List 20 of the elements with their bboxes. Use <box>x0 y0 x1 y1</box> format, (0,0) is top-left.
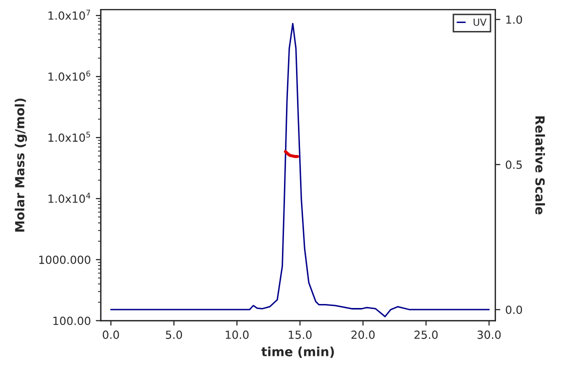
y2-axis-title: Relative Scale <box>535 116 545 214</box>
legend-label: UV <box>474 18 487 26</box>
x-tick-label: 15.0 <box>288 330 312 339</box>
y-tick-label: 1000.000 <box>39 256 90 264</box>
x-axis-title: time (min) <box>261 346 334 358</box>
y2-tick-label: 1.0 <box>506 15 522 24</box>
y-tick-label: 1.0x10$^{6}$ <box>48 70 90 81</box>
x-tick-label: 25.0 <box>414 330 438 339</box>
y-tick-label: 1.0x10$^{5}$ <box>48 132 90 142</box>
y2-tick-label: 0.0 <box>506 306 522 314</box>
y-tick-label: 1.0x10$^{7}$ <box>48 10 90 20</box>
x-tick-label: 20.0 <box>351 330 375 339</box>
x-tick-label: 0.0 <box>102 330 119 339</box>
y-tick-label: 100.00 <box>53 316 90 326</box>
y2-tick-label: 0.5 <box>506 160 522 169</box>
x-tick-label: 30.0 <box>478 330 501 339</box>
x-tick-label: 5.0 <box>166 330 182 339</box>
x-tick-label: 10.0 <box>226 330 249 339</box>
y-axis-title: Molar Mass (g/mol) <box>14 98 27 232</box>
y-tick-label: 1.0x10$^{4}$ <box>48 192 90 203</box>
